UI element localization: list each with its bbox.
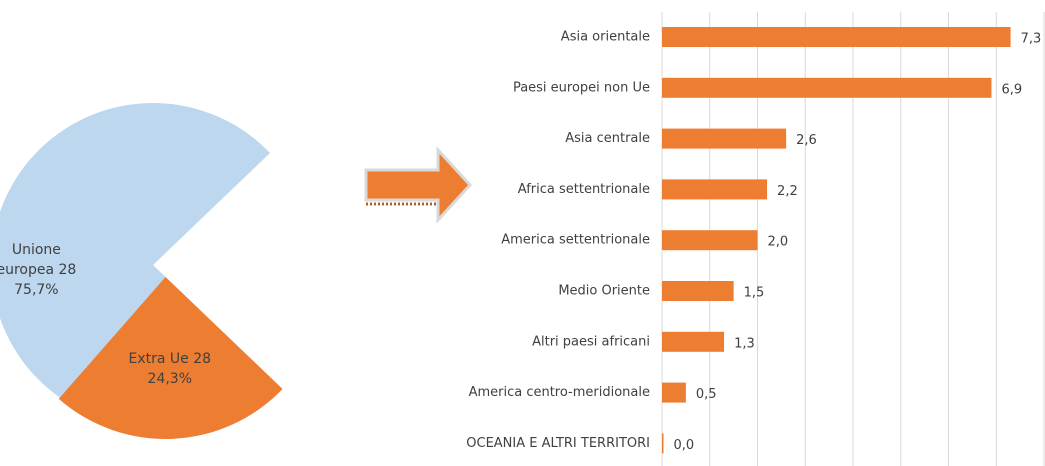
category-label: America centro-meridionale [469, 385, 650, 400]
bar [662, 331, 725, 352]
bar [662, 179, 768, 200]
category-label: Altri paesi africani [532, 334, 650, 349]
pie-slice [58, 276, 283, 439]
slice-label: Unione europea 28 [0, 242, 77, 278]
value-label: 2,0 [768, 235, 789, 250]
bar [662, 27, 1011, 47]
slice-value: 75,7% [14, 282, 59, 298]
category-label: Africa settentrionale [518, 182, 650, 197]
arrow [364, 146, 473, 224]
bar [662, 433, 664, 454]
category-label: America settentrionale [501, 233, 650, 248]
value-label: 7,3 [1021, 32, 1042, 47]
category-label: OCEANIA E ALTRI TERRITORI [466, 436, 650, 451]
category-label: Asia orientale [561, 30, 650, 45]
value-label: 0,5 [696, 387, 717, 402]
value-label: 1,5 [744, 286, 765, 301]
category-label: Paesi europei non Ue [513, 80, 650, 95]
bar [662, 77, 992, 98]
value-label: 6,9 [1001, 82, 1022, 97]
bar [662, 382, 686, 403]
bar [662, 230, 758, 251]
category-label: Asia centrale [565, 131, 650, 146]
slice-label: Extra Ue 28 [128, 351, 212, 368]
slice-value: 24,3% [147, 371, 193, 388]
value-label: 2,6 [796, 133, 817, 148]
value-label: 2,2 [777, 184, 798, 199]
value-label: 1,3 [734, 336, 755, 351]
category-label: Medio Oriente [558, 284, 650, 299]
bar [662, 281, 734, 301]
bar [662, 128, 787, 149]
value-label: 0,0 [674, 438, 695, 453]
